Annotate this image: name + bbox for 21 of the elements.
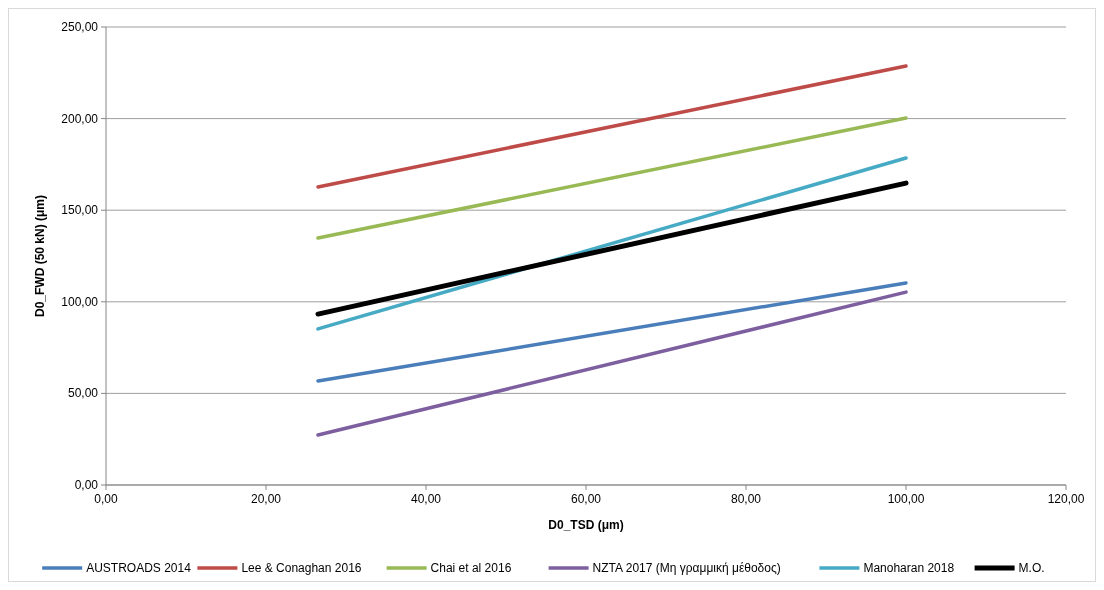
- legend-label: NZTA 2017 (Μη γραμμική μέθοδος): [592, 561, 781, 575]
- y-tick-label: 100,00: [61, 294, 99, 309]
- legend-label: Lee & Conaghan 2016: [241, 561, 362, 575]
- y-axis-title: D0_FWD (50 kN) (μm): [33, 194, 47, 318]
- legend-label: Chai et al 2016: [430, 561, 512, 575]
- x-tick-label: 120,00: [1047, 492, 1085, 506]
- legend-label: M.O.: [1018, 561, 1045, 575]
- y-tick-label: 200,00: [61, 111, 99, 126]
- y-tick-label: 250,00: [61, 20, 99, 34]
- x-tick-label: 80,00: [730, 492, 762, 506]
- y-tick-label: 0,00: [74, 478, 99, 492]
- x-tick-label: 100,00: [887, 492, 925, 506]
- legend-label: AUSTROADS 2014: [86, 561, 192, 575]
- y-tick-label: 50,00: [67, 386, 99, 401]
- legend-label: Manoharan 2018: [863, 561, 955, 575]
- x-tick-label: 0,00: [94, 492, 118, 506]
- x-tick-label: 20,00: [250, 492, 282, 506]
- x-axis-title: D0_TSD (μm): [548, 518, 624, 532]
- y-tick-label: 150,00: [61, 203, 99, 218]
- x-tick-label: 60,00: [570, 492, 602, 506]
- x-tick-label: 40,00: [410, 492, 442, 506]
